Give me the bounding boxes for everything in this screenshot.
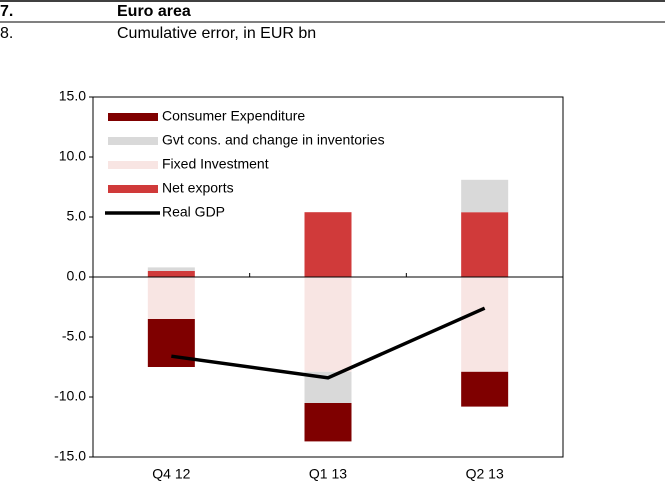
x-tick-label: Q1 13 <box>309 466 347 482</box>
y-tick-label: 0.0 <box>67 268 87 284</box>
y-tick-label: -5.0 <box>62 328 86 344</box>
bar-segment <box>147 267 195 271</box>
y-tick-label: -10.0 <box>54 388 86 404</box>
bar-segment <box>461 212 509 277</box>
bar-segment <box>461 277 509 372</box>
bar-segment <box>147 277 195 319</box>
bar-segment <box>461 179 509 213</box>
line-series <box>171 306 486 380</box>
legend-label: Gvt cons. and change in inventories <box>162 132 385 148</box>
bar-segment <box>304 403 352 442</box>
chart-subtitle: Cumulative error, in EUR bn <box>117 25 316 42</box>
legend-swatch <box>108 161 158 169</box>
chart-subnumber: 8. <box>0 25 13 42</box>
chart-title: Euro area <box>117 3 191 20</box>
bar-segment <box>147 271 195 277</box>
legend-swatch <box>108 185 158 193</box>
legend-label: Consumer Expenditure <box>162 108 305 124</box>
y-tick-label: 10.0 <box>59 148 86 164</box>
y-tick-label: 15.0 <box>59 88 86 104</box>
legend-label: Real GDP <box>162 204 225 220</box>
y-tick-label: 5.0 <box>67 208 87 224</box>
bar-segment <box>304 277 352 372</box>
bar-segment <box>304 212 352 277</box>
legend-label: Net exports <box>162 180 234 196</box>
bar-segment <box>461 371 509 407</box>
y-tick-label: -15.0 <box>54 448 86 464</box>
legend-swatch <box>108 113 158 121</box>
x-tick-label: Q2 13 <box>466 466 504 482</box>
chart-number: 7. <box>0 3 13 20</box>
legend-swatch <box>108 137 158 145</box>
x-tick-label: Q4 12 <box>152 466 190 482</box>
legend-label: Fixed Investment <box>162 156 269 172</box>
